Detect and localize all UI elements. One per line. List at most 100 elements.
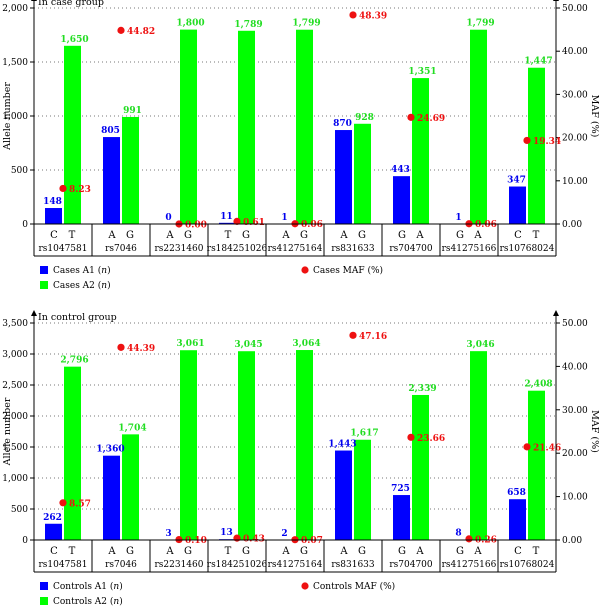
allele-label: T	[225, 230, 232, 241]
data-label-maf: 0.07	[301, 536, 323, 546]
maf-point	[407, 433, 415, 441]
legend-label-a1: Controls A1 (n)	[53, 581, 123, 592]
y-tick-label: 3,500	[2, 319, 28, 329]
y-axis-title: Allele number	[2, 82, 13, 151]
y-tick-label: 1,500	[2, 443, 28, 453]
legend-part: )	[107, 265, 111, 276]
data-label-a2: 3,061	[176, 339, 204, 349]
y2-tick-label: 20.00	[562, 134, 588, 144]
category-label: rs10768024	[500, 560, 555, 570]
allele-label: A	[165, 230, 174, 241]
y2-tick-label: 50.00	[562, 4, 588, 14]
maf-point	[349, 11, 357, 19]
data-label-a2: 1,704	[118, 423, 146, 433]
maf-point	[465, 535, 473, 543]
bar-a1	[335, 450, 352, 540]
data-label-maf: 48.39	[359, 11, 387, 21]
data-label-maf: 44.39	[127, 344, 155, 354]
bar-a1	[103, 137, 120, 224]
legend-part: )	[107, 280, 111, 291]
data-label-maf: 8.57	[69, 499, 91, 509]
allele-label: T	[225, 546, 232, 557]
y2-tick-label: 10.00	[562, 177, 588, 187]
allele-label: G	[358, 230, 366, 241]
panel-case: 05001,0001,5002,0000.0010.0020.0030.0040…	[2, 0, 600, 291]
allele-label: A	[473, 230, 482, 241]
legend-part: Controls A1 (	[53, 581, 113, 592]
data-label-a2: 991	[123, 106, 142, 116]
category-label: rs2231460	[154, 244, 203, 254]
allele-label: A	[473, 546, 482, 557]
category-label: rs831633	[331, 560, 375, 570]
bar-a2	[180, 29, 197, 224]
allele-label: G	[242, 546, 250, 557]
y2-axis-title: MAF (%)	[589, 95, 600, 138]
y-tick-label: 3,000	[2, 350, 28, 360]
data-label-maf: 21.46	[533, 443, 561, 453]
legend-label-a1: Cases A1 (n)	[53, 265, 111, 276]
legend-swatch-a1	[40, 266, 48, 274]
allele-label: T	[533, 230, 540, 241]
y2-axis-title: MAF (%)	[589, 410, 600, 453]
data-label-a2: 1,800	[176, 19, 204, 29]
bar-a2	[122, 116, 139, 224]
y2-tick-label: 10.00	[562, 493, 588, 503]
data-label-maf: 44.82	[127, 27, 155, 37]
bar-a1	[45, 208, 62, 224]
y2-tick-label: 20.00	[562, 449, 588, 459]
y-tick-label: 500	[11, 166, 28, 176]
bar-a2	[296, 350, 313, 540]
bar-a1	[509, 186, 526, 224]
data-label-a2: 3,045	[234, 340, 262, 350]
allele-label: C	[514, 546, 522, 557]
y-axis-title: Allele number	[2, 397, 13, 466]
y-tick-label: 1,000	[2, 112, 28, 122]
allele-label: G	[184, 230, 192, 241]
allele-label: G	[300, 230, 308, 241]
legend-label-maf: Cases MAF (%)	[313, 265, 383, 276]
bar-a2	[122, 434, 139, 540]
allele-label: A	[107, 230, 116, 241]
data-label-a2: 1,447	[524, 57, 552, 67]
data-label-a1: 1	[455, 213, 461, 223]
allele-label: A	[339, 546, 348, 557]
bar-a1	[509, 499, 526, 540]
maf-point	[59, 499, 67, 507]
y2-tick-label: 40.00	[562, 362, 588, 372]
data-label-maf: 0.06	[301, 220, 323, 230]
allele-label: C	[514, 230, 522, 241]
data-label-a2: 2,408	[524, 380, 552, 390]
data-label-maf: 19.34	[533, 137, 561, 147]
data-label-a1: 13	[220, 528, 233, 538]
data-label-a1: 2	[281, 529, 287, 539]
data-label-a1: 1	[281, 213, 287, 223]
category-label: rs1047581	[38, 244, 87, 254]
allele-label: A	[281, 230, 290, 241]
data-label-a1: 1,360	[96, 445, 124, 455]
allele-label: A	[107, 546, 116, 557]
category-label: rs1047581	[38, 560, 87, 570]
data-label-a1: 262	[43, 513, 62, 523]
data-label-maf: 47.16	[359, 332, 387, 342]
legend-swatch-a2	[40, 281, 48, 289]
data-label-a2: 1,789	[234, 20, 262, 30]
legend-part: )	[119, 596, 123, 607]
data-label-a2: 2,339	[408, 384, 436, 394]
data-label-a1: 347	[507, 176, 526, 186]
y-axis-right-arrow	[553, 0, 559, 1]
data-label-maf: 8.23	[69, 185, 91, 195]
category-label: rs41275164	[268, 244, 323, 254]
legend-swatch-maf	[301, 582, 309, 590]
bar-a2	[470, 351, 487, 540]
maf-point	[117, 26, 125, 34]
data-label-a1: 8	[455, 529, 461, 539]
maf-point	[407, 113, 415, 121]
bar-a2	[470, 29, 487, 224]
allele-label: T	[69, 546, 76, 557]
bar-a2	[180, 350, 197, 540]
data-label-a2: 1,351	[408, 67, 436, 77]
bar-a1	[335, 130, 352, 224]
y2-tick-label: 50.00	[562, 319, 588, 329]
allele-label: G	[184, 546, 192, 557]
y-tick-label: 2,000	[2, 412, 28, 422]
